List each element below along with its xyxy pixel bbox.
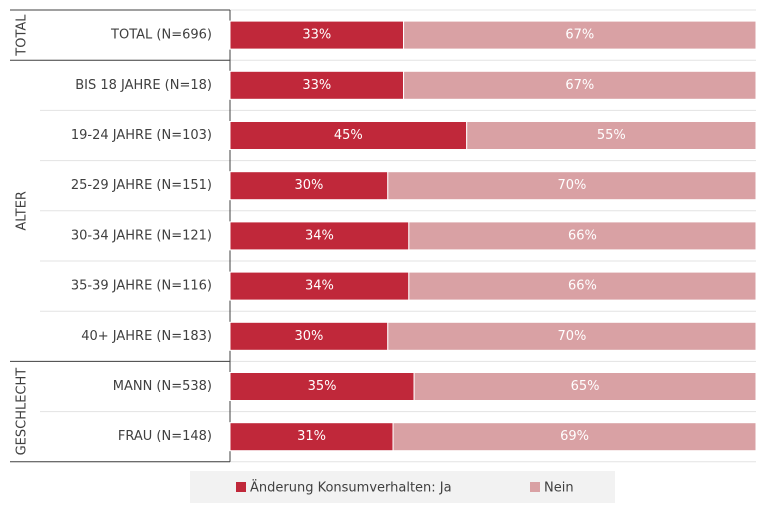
category-label: MANN (N=538) <box>113 379 212 394</box>
value-label: 34% <box>305 279 334 294</box>
value-label: 66% <box>568 228 597 243</box>
category-label: FRAU (N=148) <box>118 429 212 444</box>
value-label: 66% <box>568 279 597 294</box>
category-label: TOTAL (N=696) <box>110 28 212 43</box>
value-label: 30% <box>294 178 323 193</box>
value-label: 65% <box>571 379 600 394</box>
bar-segment <box>229 372 415 401</box>
bar-segment <box>229 422 394 452</box>
category-label: 19-24 JAHRE (N=103) <box>71 128 212 143</box>
legend-box <box>190 471 615 503</box>
value-label: 69% <box>560 429 589 444</box>
category-label: 40+ JAHRE (N=183) <box>81 329 212 344</box>
category-label: 35-39 JAHRE (N=116) <box>71 279 212 294</box>
value-label: 45% <box>334 128 363 143</box>
legend-label: Änderung Konsumverhalten: Ja <box>250 480 452 496</box>
value-label: 30% <box>294 329 323 344</box>
bar-segment <box>408 271 757 301</box>
category-label: 30-34 JAHRE (N=121) <box>71 228 212 243</box>
category-label: BIS 18 JAHRE (N=18) <box>75 78 212 93</box>
bar-segment <box>403 20 757 50</box>
legend-swatch <box>236 482 246 492</box>
value-label: 33% <box>302 78 331 93</box>
group-label: GESCHLECHT <box>15 368 30 456</box>
value-label: 35% <box>308 379 337 394</box>
bar-segment <box>466 121 757 150</box>
value-label: 70% <box>557 178 586 193</box>
value-label: 67% <box>565 78 594 93</box>
value-label: 55% <box>597 128 626 143</box>
value-label: 67% <box>565 28 594 43</box>
legend-label: Nein <box>544 481 574 496</box>
bar-segment <box>387 321 757 351</box>
category-label: 25-29 JAHRE (N=151) <box>71 178 212 193</box>
bar-segment <box>387 171 757 201</box>
group-label: ALTER <box>15 191 30 231</box>
group-label: TOTAL <box>15 14 30 57</box>
bar-segment <box>392 422 757 452</box>
value-label: 33% <box>302 28 331 43</box>
legend-swatch <box>530 482 540 492</box>
bar-segment <box>229 321 389 351</box>
bar-segment <box>403 70 757 100</box>
value-label: 31% <box>297 429 326 444</box>
bar-segment <box>413 372 757 401</box>
value-label: 34% <box>305 228 334 243</box>
value-label: 70% <box>557 329 586 344</box>
bar-segment <box>408 221 757 251</box>
